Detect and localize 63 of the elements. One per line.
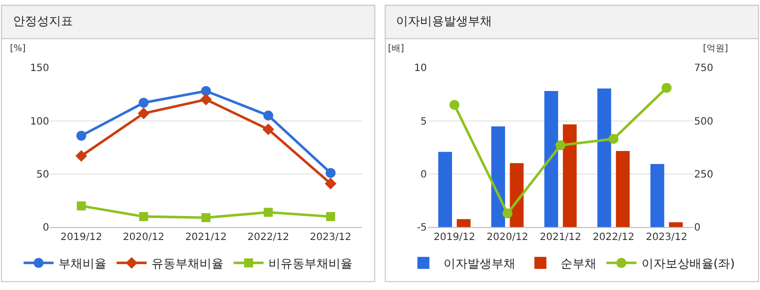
legend-label: 비유동부채비율 — [268, 256, 353, 271]
point — [201, 213, 210, 222]
point — [200, 94, 212, 106]
legend-label: 이자보상배율(좌) — [641, 256, 735, 271]
bar — [616, 151, 630, 228]
bar — [597, 88, 612, 228]
y-tick-label: -5 — [416, 222, 427, 234]
bar — [650, 164, 664, 228]
x-tick-label: 2021/12 — [540, 232, 582, 244]
point — [75, 150, 88, 162]
legend-label: 이자발생부채 — [443, 256, 516, 271]
point — [662, 82, 672, 93]
bar — [510, 163, 524, 228]
point — [502, 208, 512, 218]
y-tick-label: 0 — [420, 170, 427, 180]
bar — [491, 126, 506, 228]
y-tick-label: 5 — [420, 116, 427, 128]
chart-title: 안정성지표 — [13, 14, 73, 28]
point — [449, 100, 460, 110]
x-tick-label: 2020/12 — [486, 232, 528, 244]
y2-tick-label: 750 — [694, 63, 714, 74]
legend-label: 유동부채비율 — [152, 256, 224, 271]
legend-label: 순부채 — [560, 256, 596, 271]
point — [324, 178, 336, 190]
y-tick-label: 100 — [30, 116, 50, 128]
point — [608, 134, 619, 144]
y2-tick-label: 0 — [694, 222, 700, 234]
y-tick-label: 0 — [42, 222, 50, 234]
bar — [456, 219, 471, 228]
x-tick-label: 2019/12 — [60, 232, 102, 244]
point — [556, 140, 566, 150]
point — [326, 168, 336, 178]
x-tick-label: 2019/12 — [434, 232, 476, 244]
x-tick-label: 2023/12 — [646, 232, 688, 244]
x-tick-label: 2021/12 — [185, 232, 227, 244]
point — [76, 130, 86, 141]
point — [263, 110, 274, 120]
bar — [668, 222, 683, 228]
x-tick-label: 2022/12 — [592, 232, 634, 244]
point — [138, 108, 150, 120]
point — [139, 212, 148, 222]
y-tick-label: 150 — [30, 63, 50, 74]
y-axis-title: [배] — [388, 44, 404, 54]
x-tick-label: 2020/12 — [122, 232, 164, 244]
point — [264, 208, 273, 217]
y2-tick-label: 500 — [694, 116, 714, 128]
chart-title: 이자비용발생부채 — [396, 14, 492, 28]
legend-label: 부채비율 — [58, 256, 107, 271]
x-tick-label: 2022/12 — [248, 232, 290, 244]
y2-tick-label: 250 — [694, 170, 714, 180]
bar — [544, 91, 558, 228]
point — [76, 201, 86, 210]
point — [262, 123, 274, 136]
point — [326, 212, 336, 222]
y-axis-title: [%] — [10, 44, 26, 54]
point — [138, 98, 149, 108]
bar — [438, 152, 452, 228]
x-tick-label: 2023/12 — [310, 232, 352, 244]
y-tick-label: 50 — [36, 170, 50, 180]
y-tick-label: 10 — [414, 63, 427, 74]
point — [200, 86, 211, 96]
y2-axis-title: [억원] — [703, 44, 728, 54]
bar — [562, 124, 577, 228]
